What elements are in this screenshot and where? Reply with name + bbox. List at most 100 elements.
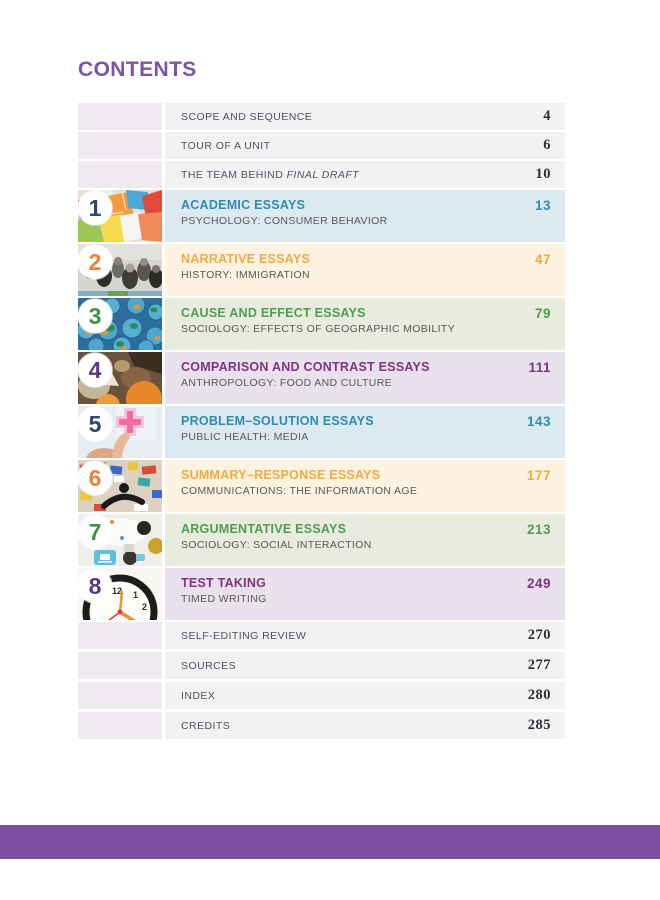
toc-entry-label: SOURCES [181,660,528,672]
unit-1-thumbnail: 1 [78,190,162,242]
unit-6-thumbnail: 6 [78,460,162,512]
unit-row-body: PROBLEM–SOLUTION ESSAYS PUBLIC HEALTH: ME… [165,406,565,458]
row-body: SOURCES 277 [165,652,565,679]
unit-title: SUMMARY–RESPONSE ESSAYS [181,468,381,482]
unit-page-number: 143 [526,414,551,429]
unit-number-badge: 3 [78,299,112,333]
unit-number: 4 [88,356,102,383]
unit-row-body: CAUSE AND EFFECT ESSAYS SOCIOLOGY: EFFECT… [165,298,565,350]
unit-row-body: ARGUMENTATIVE ESSAYS SOCIOLOGY: SOCIAL IN… [165,514,565,566]
page-number: 6 [543,137,551,153]
row-left-spacer [78,103,162,130]
unit-row-body: ACADEMIC ESSAYS PSYCHOLOGY: CONSUMER BEHA… [165,190,565,242]
toc-row: TOUR OF A UNIT 6 [78,132,565,159]
unit-number: 3 [88,302,102,329]
unit-row-body: NARRATIVE ESSAYS HISTORY: IMMIGRATION 47 [165,244,565,296]
footer-bar [0,825,660,859]
unit-row-body: TEST TAKING TIMED WRITING 249 [165,568,565,620]
unit-number: 7 [88,518,102,545]
toc-row: SCOPE AND SEQUENCE 4 [78,103,565,130]
row-left-spacer [78,161,162,188]
unit-subtitle: PSYCHOLOGY: CONSUMER BEHAVIOR [181,215,388,227]
unit-8-thumbnail: 12 1 2 8 [78,568,162,620]
toc-entry-text: SCOPE AND SEQUENCE [181,110,313,123]
page-number: 4 [543,108,551,124]
svg-text:12: 12 [112,586,122,596]
page-number: 285 [527,717,551,733]
toc-entry-label: SELF-EDITING REVIEW [181,630,528,642]
row-body: SELF-EDITING REVIEW 270 [165,622,565,649]
unit-subtitle: TIMED WRITING [181,593,267,605]
unit-number-badge: 5 [78,407,112,441]
page-number: 270 [527,627,551,643]
unit-number-badge: 6 [78,461,112,495]
row-body: THE TEAM BEHIND FINAL DRAFT 10 [165,161,565,188]
unit-title: PROBLEM–SOLUTION ESSAYS [181,414,374,428]
unit-number: 8 [88,572,102,599]
row-body: CREDITS 285 [165,712,565,739]
unit-4-thumbnail: 4 [78,352,162,404]
toc-row: SELF-EDITING REVIEW 270 [78,622,565,649]
toc-row: THE TEAM BEHIND FINAL DRAFT 10 [78,161,565,188]
toc-entry-text: TOUR OF A UNIT [181,139,271,152]
toc-entry-label: INDEX [181,690,528,702]
unit-rows: 1 ACADEMIC ESSAYS PSYCHOLOGY: CONSUMER BEH… [78,190,565,620]
row-left-spacer [78,132,162,159]
unit-number: 1 [88,194,102,221]
unit-number: 5 [88,410,102,437]
unit-subtitle: ANTHROPOLOGY: FOOD AND CULTURE [181,377,392,389]
unit-title: COMPARISON AND CONTRAST ESSAYS [181,360,430,374]
unit-page-number: 213 [526,522,551,537]
row-body: SCOPE AND SEQUENCE 4 [165,103,565,130]
unit-row-body: SUMMARY–RESPONSE ESSAYS COMMUNICATIONS: T… [165,460,565,512]
unit-page-number: 79 [534,306,551,321]
page-number: 10 [535,166,551,182]
toc-unit-row: 1 ACADEMIC ESSAYS PSYCHOLOGY: CONSUMER BEH… [78,190,565,242]
unit-title: NARRATIVE ESSAYS [181,252,311,266]
unit-number-badge: 2 [78,245,112,279]
row-body: INDEX 280 [165,682,565,709]
svg-text:1: 1 [133,590,138,600]
toc-unit-row: 5 PROBLEM–SOLUTION ESSAYS PUBLIC HEALTH: M… [78,406,565,458]
unit-subtitle: PUBLIC HEALTH: MEDIA [181,431,309,443]
toc-entry-label: TOUR OF A UNIT [181,140,543,152]
unit-title: ACADEMIC ESSAYS [181,198,306,212]
table-of-contents: SCOPE AND SEQUENCE 4 TOUR OF A UNIT 6 THE TE… [78,103,565,742]
unit-number-badge: 7 [78,515,112,549]
unit-subtitle: SOCIOLOGY: SOCIAL INTERACTION [181,539,372,551]
unit-number: 2 [88,248,102,275]
toc-unit-row: 2 NARRATIVE ESSAYS HISTORY: IMMIGRATION 47 [78,244,565,296]
toc-unit-row: 4 COMPARISON AND CONTRAST ESSAYS ANTHROPOL… [78,352,565,404]
toc-entry-text: SOURCES [181,659,237,672]
unit-title: CAUSE AND EFFECT ESSAYS [181,306,366,320]
unit-subtitle: COMMUNICATIONS: THE INFORMATION AGE [181,485,418,497]
toc-row: INDEX 280 [78,682,565,709]
row-left-spacer [78,682,162,709]
toc-entry-label: THE TEAM BEHIND FINAL DRAFT [181,169,536,181]
unit-number-badge: 4 [78,353,112,387]
page-number: 280 [527,687,551,703]
unit-number-badge: 1 [78,191,112,225]
unit-page-number: 177 [526,468,551,483]
unit-2-thumbnail: 2 [78,244,162,296]
unit-title: TEST TAKING [181,576,267,590]
unit-title: ARGUMENTATIVE ESSAYS [181,522,347,536]
toc-unit-row: 7 ARGUMENTATIVE ESSAYS SOCIOLOGY: SOCIAL I… [78,514,565,566]
unit-row-body: COMPARISON AND CONTRAST ESSAYS ANTHROPOLO… [165,352,565,404]
unit-subtitle: SOCIOLOGY: EFFECTS OF GEOGRAPHIC MOBILIT… [181,323,455,335]
toc-unit-row: 12 1 2 8 TEST TAKING TIMED WRITING 249 [78,568,565,620]
unit-page-number: 249 [526,576,551,591]
toc-entry-label: SCOPE AND SEQUENCE [181,111,543,123]
page-title: CONTENTS [78,58,197,81]
unit-7-thumbnail: 7 [78,514,162,566]
unit-page-number: 47 [534,252,551,267]
row-left-spacer [78,712,162,739]
row-body: TOUR OF A UNIT 6 [165,132,565,159]
unit-3-thumbnail: 3 [78,298,162,350]
toc-row: SOURCES 277 [78,652,565,679]
unit-number-badge: 8 [78,569,112,603]
unit-subtitle: HISTORY: IMMIGRATION [181,269,310,281]
row-left-spacer [78,622,162,649]
page-number: 277 [527,657,551,673]
toc-entry-text-italic: FINAL DRAFT [286,168,360,181]
